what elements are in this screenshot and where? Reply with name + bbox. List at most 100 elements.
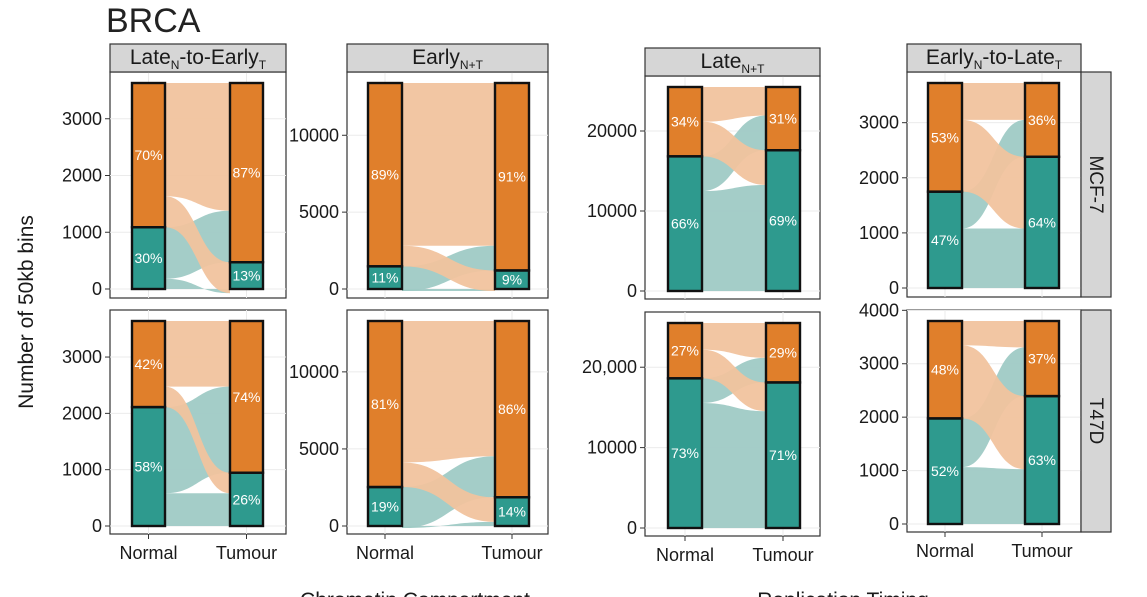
bar-outline [666,155,704,293]
data-label-early: 70% [134,147,162,163]
y-tick-label: 2000 [62,403,102,423]
data-label-early: 29% [769,345,797,361]
y-tick-label: 0 [329,279,339,299]
panel-3: 0 10000 20000 34% 66% 31% 69% LateN+T [587,47,821,301]
flow-late-stable [702,184,766,291]
data-label-late: 9% [502,272,522,288]
y-axis-label: Number of 50kb bins [15,215,38,409]
data-label-late: 11% [372,270,399,286]
data-label-early: 36% [1028,112,1056,128]
bar-outline [228,471,265,528]
strip-title-box [906,43,1082,73]
panels: 0 1000 2000 3000 70% 30% 87% 13% LateN-to-EarlyT… [62,43,1112,565]
y-tick-label: 1000 [859,223,899,243]
y-tick-label: 10000 [587,201,637,221]
flow-early-stable [402,321,495,463]
data-label-late: 71% [769,447,797,463]
flow-early-stable [402,83,495,246]
data-label-early: 34% [671,114,699,130]
data-label-early: 27% [671,343,699,359]
flow-early-stable [702,87,766,122]
data-label-early: 81% [371,396,399,412]
flow-early-to-late [165,196,230,294]
data-label-late: 63% [1028,452,1056,468]
bar-early-normal [928,83,962,192]
x-tick-label: Tumour [481,543,542,563]
flow-late-stable [165,493,230,526]
data-label-late: 13% [232,268,260,284]
y-tick-label: 0 [92,279,102,299]
bar-early-normal [668,323,702,379]
data-label-early: 37% [1028,351,1056,367]
flow-early-to-late [962,345,1025,470]
x-tick-label: Normal [356,543,414,563]
flow-early-to-late [402,245,495,292]
y-tick-label: 0 [627,518,637,538]
bar-early-tumour [495,83,529,271]
bar-early-normal [368,321,402,488]
bar-late-normal [928,191,962,288]
data-label-early: 89% [371,167,399,183]
y-tick-label: 0 [889,514,899,534]
bar-early-tumour [1025,83,1059,157]
bar-early-tumour [766,323,800,383]
flow-late-stable [962,228,1025,288]
bar-outline [1023,155,1061,290]
bar-outline [130,405,167,528]
y-tick-label: 20000 [587,121,637,141]
data-label-early: 87% [232,165,260,181]
x-tick-label: Normal [916,541,974,561]
bar-outline [493,269,531,291]
bar-late-normal [368,487,402,526]
y-tick-label: 1000 [62,222,102,242]
flow-late-stable [165,278,230,294]
bar-outline [1023,394,1061,526]
bar-early-normal [928,321,962,419]
y-tick-label: 10000 [289,362,339,382]
panel-5: 0 1000 2000 3000 42% 58% 74% 26% Normal Tumour [62,309,287,563]
x-tick-label: Normal [656,545,714,565]
row-strip-box [1080,309,1112,533]
bar-late-normal [668,378,702,528]
flow-early-stable [165,321,230,387]
bar-early-normal [368,83,402,267]
y-tick-label: 20,000 [582,357,637,377]
bar-late-normal [368,266,402,289]
bar-early-normal [132,321,165,408]
x-tick-label: Tumour [216,543,277,563]
strip-title-box [109,43,287,73]
data-label-early: 31% [769,111,797,127]
data-label-early: 86% [498,401,526,417]
y-tick-label: 10000 [289,125,339,145]
bar-late-tumour [495,497,529,526]
bar-outline [764,381,802,530]
bar-early-tumour [766,87,800,151]
data-label-late: 69% [769,213,797,229]
y-tick-label: 1000 [62,460,102,480]
panel-4: 0 1000 2000 3000 53% 47% 36% 64% EarlyN-to-LateT [859,43,1082,298]
panel-8: 0 1000 2000 3000 4000 48% 52% 37% 63% Normal Tumou… [859,300,1082,561]
bar-late-normal [132,407,165,526]
y-tick-label: 0 [889,278,899,298]
flow-early-stable [962,321,1025,348]
flow-late-stable [962,467,1025,524]
strip-title: EarlyN-to-LateT [926,46,1063,72]
bar-early-tumour [495,321,529,498]
strip-title: EarlyN+T [412,46,484,72]
panel-1: 0 1000 2000 3000 70% 30% 87% 13% LateN-to-EarlyT [62,43,287,299]
data-label-late: 73% [671,445,699,461]
x-tick-label: Normal [119,543,177,563]
y-tick-label: 2000 [859,407,899,427]
x-axis-label-replication: Replication Timing [757,589,929,597]
figure-title: BRCA [106,2,201,40]
bar-early-normal [668,87,702,157]
flow-early-stable [702,323,766,358]
data-label-early: 42% [134,356,162,372]
data-label-late: 52% [931,463,959,479]
x-tick-label: Tumour [1011,541,1072,561]
y-tick-label: 4000 [859,300,899,320]
bar-outline [366,485,404,528]
y-tick-label: 3000 [62,109,102,129]
data-label-late: 58% [134,459,162,475]
